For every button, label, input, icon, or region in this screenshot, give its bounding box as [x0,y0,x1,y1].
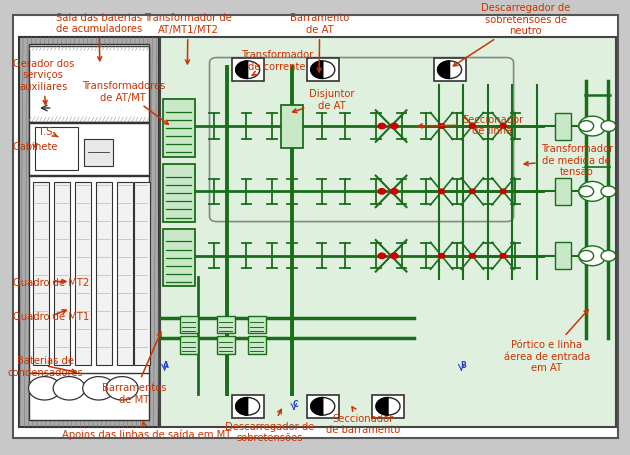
FancyBboxPatch shape [13,16,618,438]
Circle shape [106,377,138,400]
Text: Transformador
de medida de
tensão: Transformador de medida de tensão [524,144,613,177]
Polygon shape [311,62,323,79]
FancyBboxPatch shape [35,128,77,171]
Circle shape [469,125,476,129]
Circle shape [500,125,507,129]
FancyBboxPatch shape [134,183,150,365]
FancyBboxPatch shape [28,47,149,122]
FancyBboxPatch shape [232,395,264,418]
Text: Seccionador
de barramento: Seccionador de barramento [326,407,401,435]
Circle shape [378,253,386,259]
Polygon shape [236,398,248,415]
Circle shape [579,182,606,202]
Circle shape [500,190,507,194]
FancyBboxPatch shape [556,178,571,206]
FancyBboxPatch shape [217,317,236,334]
Circle shape [376,398,400,415]
Polygon shape [438,62,450,79]
Circle shape [579,187,593,197]
Text: B: B [460,360,466,369]
Circle shape [601,251,616,262]
FancyBboxPatch shape [248,317,266,334]
FancyBboxPatch shape [433,59,466,82]
Circle shape [391,124,398,130]
FancyBboxPatch shape [84,139,113,167]
Text: Barramento
de AT: Barramento de AT [290,14,349,73]
Circle shape [469,254,476,258]
Circle shape [378,189,386,195]
FancyBboxPatch shape [232,59,264,82]
Text: A: A [163,360,169,369]
Text: Sala das baterias
de acumuladores: Sala das baterias de acumuladores [55,13,142,61]
Text: Gerador dos
serviços
auxiliares: Gerador dos serviços auxiliares [13,59,74,105]
Circle shape [579,117,606,136]
Text: Transformadores
de AT/MT: Transformadores de AT/MT [82,81,168,125]
FancyBboxPatch shape [556,243,571,270]
Text: Pórtico e linha
áerea de entrada
em AT: Pórtico e linha áerea de entrada em AT [504,310,590,373]
FancyBboxPatch shape [96,183,112,365]
Text: Quadro de MT1: Quadro de MT1 [13,310,89,322]
Text: Gabinete: Gabinete [13,142,58,152]
Circle shape [83,377,115,400]
FancyBboxPatch shape [180,317,198,334]
Text: C: C [292,399,298,409]
FancyBboxPatch shape [163,165,195,222]
Circle shape [53,377,85,400]
FancyBboxPatch shape [180,337,198,354]
FancyBboxPatch shape [28,124,149,175]
FancyBboxPatch shape [307,59,339,82]
Circle shape [391,189,398,195]
Circle shape [601,187,616,197]
Circle shape [438,62,462,79]
Text: I.S.: I.S. [40,127,58,137]
Circle shape [469,190,476,194]
Polygon shape [236,62,248,79]
FancyBboxPatch shape [217,337,236,354]
FancyBboxPatch shape [372,395,404,418]
Circle shape [579,251,593,262]
Circle shape [28,377,60,400]
FancyBboxPatch shape [163,100,195,157]
Circle shape [601,121,616,132]
Circle shape [236,62,260,79]
FancyBboxPatch shape [54,183,71,365]
FancyBboxPatch shape [307,395,339,418]
Polygon shape [311,398,323,415]
Circle shape [438,125,445,129]
Circle shape [438,190,445,194]
FancyBboxPatch shape [28,45,149,420]
Text: Baterias de
condensadores: Baterias de condensadores [8,355,84,377]
Circle shape [311,62,335,79]
Text: Apoios das linhas de saída em MT: Apoios das linhas de saída em MT [62,422,231,439]
FancyBboxPatch shape [281,106,303,148]
Circle shape [438,254,445,258]
Text: Transformador de
AT/MT1/MT2: Transformador de AT/MT1/MT2 [144,14,232,65]
FancyBboxPatch shape [556,113,571,140]
Circle shape [378,124,386,130]
Circle shape [236,398,260,415]
Circle shape [500,254,507,258]
Text: Disjuntor
de AT: Disjuntor de AT [292,89,355,113]
Circle shape [579,246,606,266]
Circle shape [391,253,398,259]
Circle shape [311,398,335,415]
Text: Barramentos
de MT: Barramentos de MT [102,332,167,404]
Text: Descarregador de
sobretensões: Descarregador de sobretensões [225,410,314,442]
FancyBboxPatch shape [248,337,266,354]
FancyBboxPatch shape [160,38,616,427]
FancyBboxPatch shape [19,38,159,427]
Text: Seccionador
de linha: Seccionador de linha [418,115,523,136]
FancyBboxPatch shape [163,229,195,287]
Text: Descarregador de
sobretensões de
neutro: Descarregador de sobretensões de neutro [454,3,571,67]
Text: Transformador
de corrente: Transformador de corrente [241,51,313,76]
Circle shape [579,121,593,132]
Polygon shape [376,398,388,415]
FancyBboxPatch shape [76,183,91,365]
FancyBboxPatch shape [33,183,50,365]
Text: Quadro de MT2: Quadro de MT2 [13,277,89,287]
FancyBboxPatch shape [117,183,133,365]
